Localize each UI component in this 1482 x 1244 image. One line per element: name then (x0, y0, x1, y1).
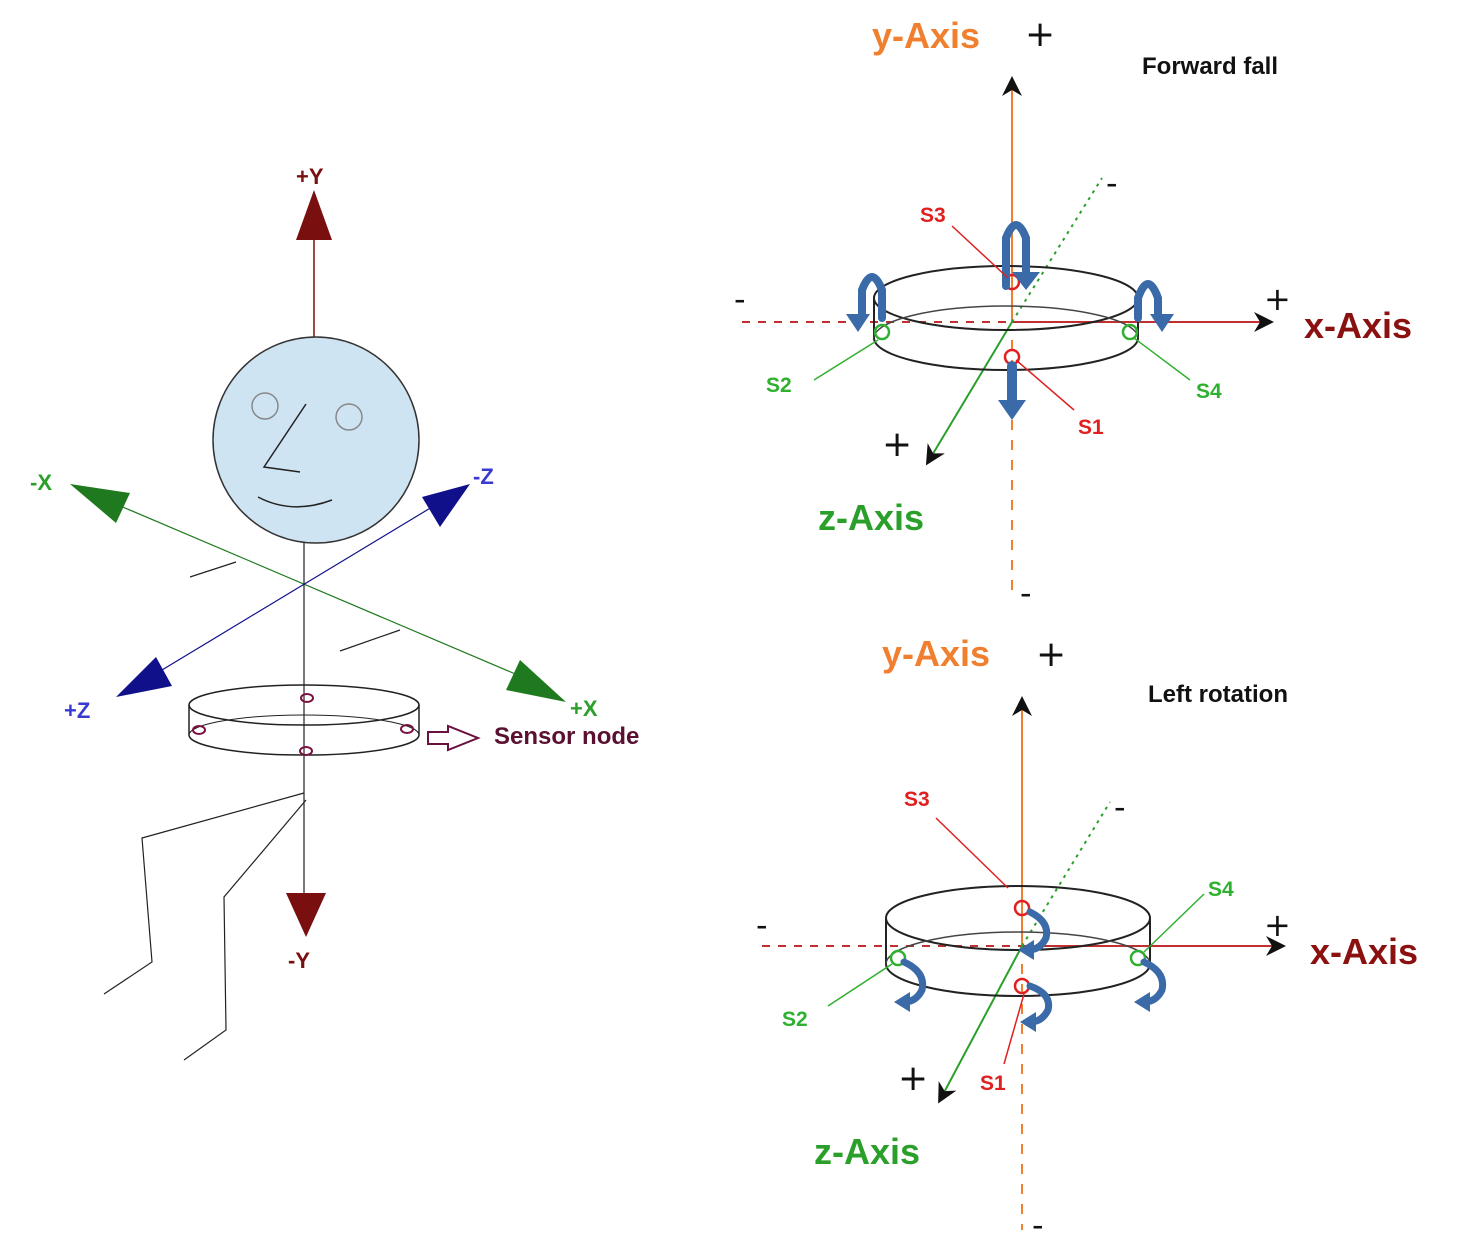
ff-x-minus-sign: - (734, 280, 746, 318)
stick-neg-z-arrowhead (422, 484, 470, 527)
stick-figure-panel: +Y -Y -X +X -Z +Z (30, 164, 639, 1061)
ff-s4-leader (1133, 337, 1191, 381)
lr-s4-marker (1129, 949, 1147, 967)
forward-fall-title: Forward fall (1142, 53, 1278, 80)
ff-z-axis-label: z-Axis (818, 497, 924, 538)
lr-z-axis-label: z-Axis (814, 1131, 920, 1172)
lr-s4-label: S4 (1208, 878, 1234, 901)
lr-s3-rotation-arrow-icon (1024, 908, 1051, 954)
lr-s3-marker (1013, 899, 1031, 917)
ff-z-axis-line (925, 321, 1013, 466)
stick-pos-z-label: +Z (64, 698, 90, 723)
stick-neg-y-label: -Y (288, 948, 310, 973)
lr-s1-rotation-arrowhead (1020, 1012, 1036, 1032)
forward-fall-panel: Forward fall y-Axis + - x-Axis + - z-Axi… (734, 14, 1412, 612)
stick-neg-x-arrowhead (70, 484, 130, 523)
stick-sensor-dot-left (192, 725, 206, 735)
lr-z-plus-sign: + (898, 1058, 928, 1099)
lr-s2-marker (889, 949, 907, 967)
ff-s4-label: S4 (1196, 380, 1222, 403)
lr-y-plus-sign: + (1036, 634, 1066, 675)
lr-x-minus-sign: - (756, 906, 768, 944)
left-rotation-panel: Left rotation y-Axis + - x-Axis + - z-Ax… (756, 633, 1418, 1244)
lr-s3-rotation-arrowhead (1018, 940, 1034, 960)
ff-y-minus-sign: - (1020, 574, 1032, 612)
stick-pos-z-arrowhead (116, 657, 172, 697)
left-eye-icon (251, 392, 279, 420)
ff-s2-motion-arrow-icon (858, 273, 886, 322)
lr-s4-rotation-arrow-icon (1140, 958, 1167, 1006)
sensor-node-pointer-arrow-icon (427, 724, 481, 752)
lr-s1-label: S1 (980, 1072, 1006, 1095)
ff-s2-marker (873, 323, 891, 341)
stick-pos-y-arrowhead (296, 190, 332, 240)
ff-s2-label: S2 (766, 374, 792, 397)
lr-s2-leader (827, 963, 893, 1007)
ff-s3-label: S3 (920, 204, 946, 227)
left-leg-line (103, 792, 305, 995)
lr-z-axis-negative-line (1021, 801, 1111, 947)
lr-s2-label: S2 (782, 1008, 808, 1031)
ff-s4-motion-arrow-icon (1134, 280, 1162, 322)
stick-pos-x-arrowhead (506, 660, 566, 702)
lr-s1-rotation-arrow-icon (1026, 982, 1053, 1026)
ff-s1-motion-arrowhead (998, 400, 1026, 420)
lr-s2-rotation-arrow-icon (900, 958, 927, 1006)
lr-s4-leader (1143, 893, 1205, 953)
ff-s4-motion-arrowhead (1150, 314, 1174, 332)
ff-x-axis-label: x-Axis (1304, 305, 1412, 346)
ff-s3-motion-arrowhead (1012, 272, 1040, 290)
stick-pos-x-label: +X (570, 696, 598, 721)
lr-s3-leader (935, 817, 1009, 889)
right-arm-line (339, 629, 401, 652)
lr-y-minus-sign: - (1032, 1206, 1044, 1244)
stick-figure-head (212, 336, 420, 544)
nose-icon (262, 403, 307, 473)
stick-z-axis-line (161, 506, 433, 671)
left-arm-line (189, 561, 237, 578)
ff-y-axis-label: y-Axis (872, 15, 980, 56)
stick-neg-z-label: -Z (473, 464, 494, 489)
ff-s4-marker (1121, 323, 1139, 341)
stick-neg-x-label: -X (30, 470, 52, 495)
ff-s2-motion-arrowhead (846, 314, 870, 332)
sensor-node-label: Sensor node (494, 723, 639, 750)
ff-s1-leader (1015, 359, 1075, 411)
ff-s2-leader (813, 339, 879, 381)
lr-s3-label: S3 (904, 788, 930, 811)
stick-sensor-dot-top (300, 693, 314, 703)
stick-sensor-node (188, 684, 420, 756)
lr-x-axis-label: x-Axis (1310, 931, 1418, 972)
right-eye-icon (335, 403, 363, 431)
ff-s3-motion-arrow-icon (1002, 221, 1030, 290)
stick-neg-y-arrowhead (286, 893, 326, 937)
mouth-icon (257, 496, 333, 508)
ff-s1-label: S1 (1078, 416, 1104, 439)
stick-pos-y-label: +Y (296, 164, 324, 189)
ff-s3-leader (951, 225, 1009, 279)
right-leg-line (183, 799, 307, 1061)
stick-x-axis-line (117, 504, 521, 677)
lr-x-plus-sign: + (1264, 906, 1291, 944)
ff-z-plus-sign: + (882, 424, 912, 465)
ff-x-plus-sign: + (1264, 280, 1291, 318)
lr-s2-rotation-arrowhead (894, 992, 910, 1012)
lr-s1-leader (1003, 993, 1025, 1065)
lr-s4-rotation-arrowhead (1134, 992, 1150, 1012)
ff-y-plus-sign: + (1025, 14, 1055, 55)
ff-z-minus-sign: - (1106, 164, 1118, 202)
lr-z-axis-line (938, 945, 1023, 1104)
lr-y-axis-label: y-Axis (882, 633, 990, 674)
stick-sensor-dot-bottom (299, 746, 313, 756)
stick-sensor-dot-right (400, 724, 414, 734)
left-rotation-title: Left rotation (1148, 681, 1288, 708)
lr-z-minus-sign: - (1114, 788, 1126, 826)
